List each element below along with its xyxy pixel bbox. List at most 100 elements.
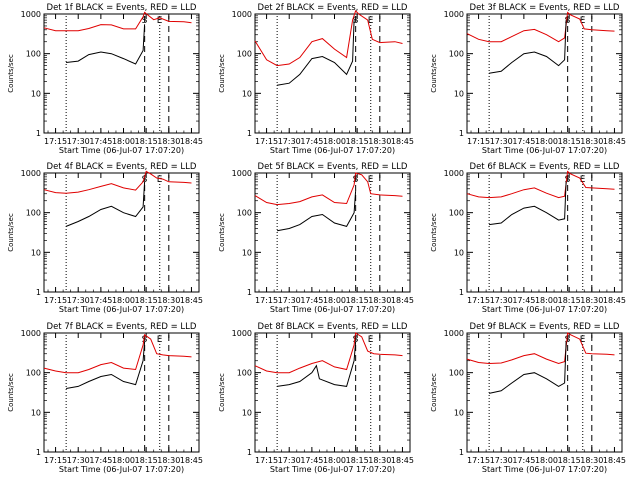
y-tick-label: 10 [31,89,41,98]
panel-title: Det 1f BLACK = Events, RED = LLD [47,3,197,13]
x-tick-label: 17:30 [490,456,513,465]
y-tick-label: 10 [242,408,252,417]
y-tick-label: 10 [242,89,252,98]
panel-title: Det 8f BLACK = Events, RED = LLD [258,322,408,332]
x-tick-label: 18:45 [180,456,203,465]
y-tick-label: 100 [237,369,252,378]
y-tick-label: 1 [459,129,464,138]
x-tick-label: 17:30 [67,137,90,146]
y-tick-label: 1000 [21,169,41,178]
x-tick-label: 18:15 [135,296,158,305]
x-tick-label: 17:30 [278,296,301,305]
x-axis-label: Start Time (06-Jul-07 17:07:20) [59,146,184,155]
x-tick-label: 17:45 [512,456,535,465]
panel-title: Det 6f BLACK = Events, RED = LLD [470,162,620,172]
panel-title: Det 2f BLACK = Events, RED = LLD [258,3,408,13]
x-axis-label: Start Time (06-Jul-07 17:07:20) [59,305,184,314]
x-tick-label: 17:45 [89,456,112,465]
x-tick-label: 18:45 [603,137,626,146]
y-tick-label: 1000 [444,329,464,338]
panel-1: Det 1f BLACK = Events, RED = LLD 1 10 100 10… [7,3,203,155]
plot-frame [466,13,623,134]
events-line [66,341,146,389]
x-tick-label: 18:30 [157,137,180,146]
x-axis-label: Start Time (06-Jul-07 17:07:20) [482,305,607,314]
x-tick-label: 18:00 [323,296,346,305]
x-tick-label: 18:45 [603,296,626,305]
x-tick-label: 17:15 [467,456,490,465]
x-tick-label: 18:00 [112,296,135,305]
x-tick-label: 18:15 [346,296,369,305]
plot-frame [466,172,623,293]
panel-8: Det 8f BLACK = Events, RED = LLD 1 10 100 10… [218,322,414,474]
x-tick-label: 18:00 [535,137,558,146]
y-axis-label: Counts/sec [7,213,15,252]
x-tick-label: 18:30 [368,137,391,146]
x-tick-label: 18:30 [580,296,603,305]
panel-title: Det 9f BLACK = Events, RED = LLD [470,322,620,332]
lld-line [466,11,615,43]
y-tick-label: 1000 [21,329,41,338]
marker-label: E [157,335,163,345]
y-axis-label: Counts/sec [430,54,438,93]
x-tick-label: 17:15 [44,296,67,305]
x-tick-label: 18:00 [535,296,558,305]
x-tick-label: 18:45 [180,296,203,305]
events-line [488,341,567,394]
x-tick-label: 18:15 [346,137,369,146]
x-tick-label: 17:30 [490,296,513,305]
x-tick-label: 18:45 [603,456,626,465]
y-tick-label: 100 [26,50,41,59]
marker-label: E [368,175,374,185]
marker-label: S [353,175,359,185]
x-tick-label: 18:45 [180,137,203,146]
x-tick-label: 17:45 [89,137,112,146]
y-tick-label: 100 [449,209,464,218]
y-tick-label: 1 [247,129,252,138]
x-tick-label: 17:45 [300,456,323,465]
plot-frame [254,332,411,453]
y-tick-label: 1 [459,288,464,297]
marker-label: E [368,335,374,345]
x-tick-label: 17:15 [44,137,67,146]
lld-line [466,170,615,199]
events-line [277,20,355,86]
x-tick-label: 18:15 [135,456,158,465]
x-tick-label: 17:30 [490,137,513,146]
marker-label: E [580,175,586,185]
x-tick-label: 17:30 [67,296,90,305]
y-tick-label: 100 [26,369,41,378]
y-tick-label: 1000 [232,329,252,338]
y-tick-label: 100 [237,50,252,59]
marker-label: S [142,16,148,26]
y-axis-label: Counts/sec [7,373,15,412]
panel-6: Det 6f BLACK = Events, RED = LLD 1 10 100 10… [430,162,626,314]
panel-title: Det 5f BLACK = Events, RED = LLD [258,162,408,172]
x-tick-label: 18:30 [157,456,180,465]
x-tick-label: 18:45 [391,296,414,305]
x-tick-label: 18:15 [346,456,369,465]
y-tick-label: 100 [237,209,252,218]
y-axis-label: Counts/sec [7,54,15,93]
y-tick-label: 100 [449,369,464,378]
plot-frame [43,332,200,453]
y-tick-label: 100 [449,50,464,59]
x-axis-label: Start Time (06-Jul-07 17:07:20) [59,465,184,474]
x-tick-label: 18:30 [580,137,603,146]
y-tick-label: 10 [242,248,252,257]
plot-frame [254,172,411,293]
x-tick-label: 17:15 [467,137,490,146]
events-line [489,181,567,226]
x-tick-label: 18:00 [112,456,135,465]
lld-line [43,333,192,374]
lld-line [254,332,403,374]
y-tick-label: 100 [26,209,41,218]
marker-label: E [368,16,374,26]
panel-2: Det 2f BLACK = Events, RED = LLD 1 10 100 10… [218,3,414,155]
x-axis-label: Start Time (06-Jul-07 17:07:20) [482,146,607,155]
y-axis-label: Counts/sec [430,373,438,412]
x-tick-label: 17:30 [278,137,301,146]
lld-line [254,172,403,206]
x-tick-label: 17:30 [67,456,90,465]
marker-label: S [565,175,571,185]
